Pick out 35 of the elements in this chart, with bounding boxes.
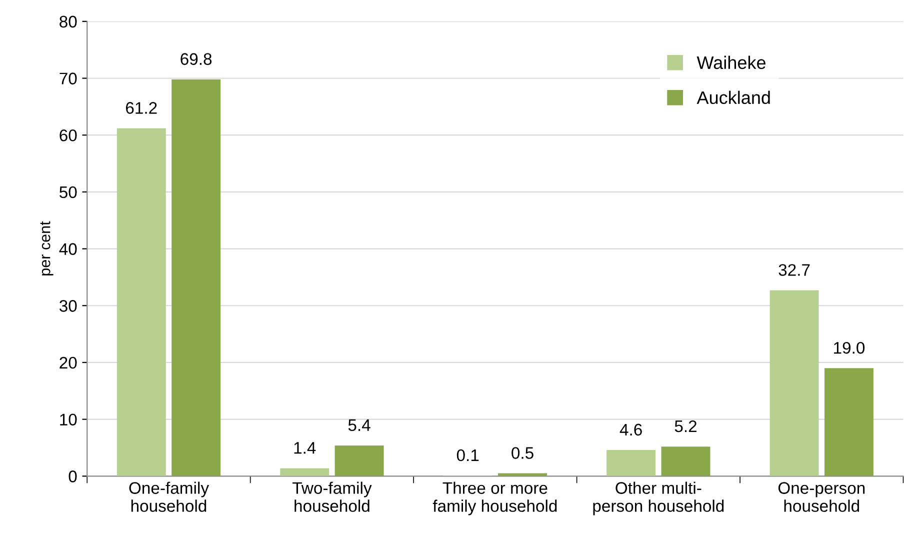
data-label: 0.1 [456,449,479,462]
y-tick-label: 30 [59,300,77,312]
y-tick-label: 50 [60,186,77,198]
data-label: 32.7 [778,264,810,276]
data-label: 1.4 [294,442,316,454]
y-tick-label: 10 [60,414,77,426]
bar [116,128,166,476]
y-tick-label: 0 [68,470,77,482]
x-tick-label: One-person household [778,482,865,512]
data-label: 5.2 [674,420,696,432]
x-tick-label: Other multi- person household [593,482,724,516]
x-tick-label: Two-family household [292,482,372,512]
bar [334,445,384,476]
data-label: 19.0 [834,342,865,354]
bar [280,468,330,476]
y-tick-label: 60 [60,129,77,142]
data-label: 0.5 [512,447,534,459]
data-label: 69.8 [180,53,212,65]
legend-label: Auckland [696,90,770,104]
data-label: 4.6 [620,424,642,436]
data-label: 5.4 [348,419,370,432]
bar [172,79,221,476]
bar [824,368,874,476]
y-tick-label: 20 [60,356,77,369]
y-tick-label: 70 [60,72,77,84]
y-tick-label: 80 [60,16,77,28]
bar [661,446,710,476]
x-tick-label: Three or more family household [432,482,557,516]
y-tick-label: 40 [59,243,77,255]
legend-label: Waiheke [696,56,766,70]
y-axis-title: per cent [40,221,54,276]
data-label: 61.2 [126,102,157,114]
bar [770,290,819,476]
x-tick-label: One-family household [129,482,209,512]
bar [606,450,656,476]
